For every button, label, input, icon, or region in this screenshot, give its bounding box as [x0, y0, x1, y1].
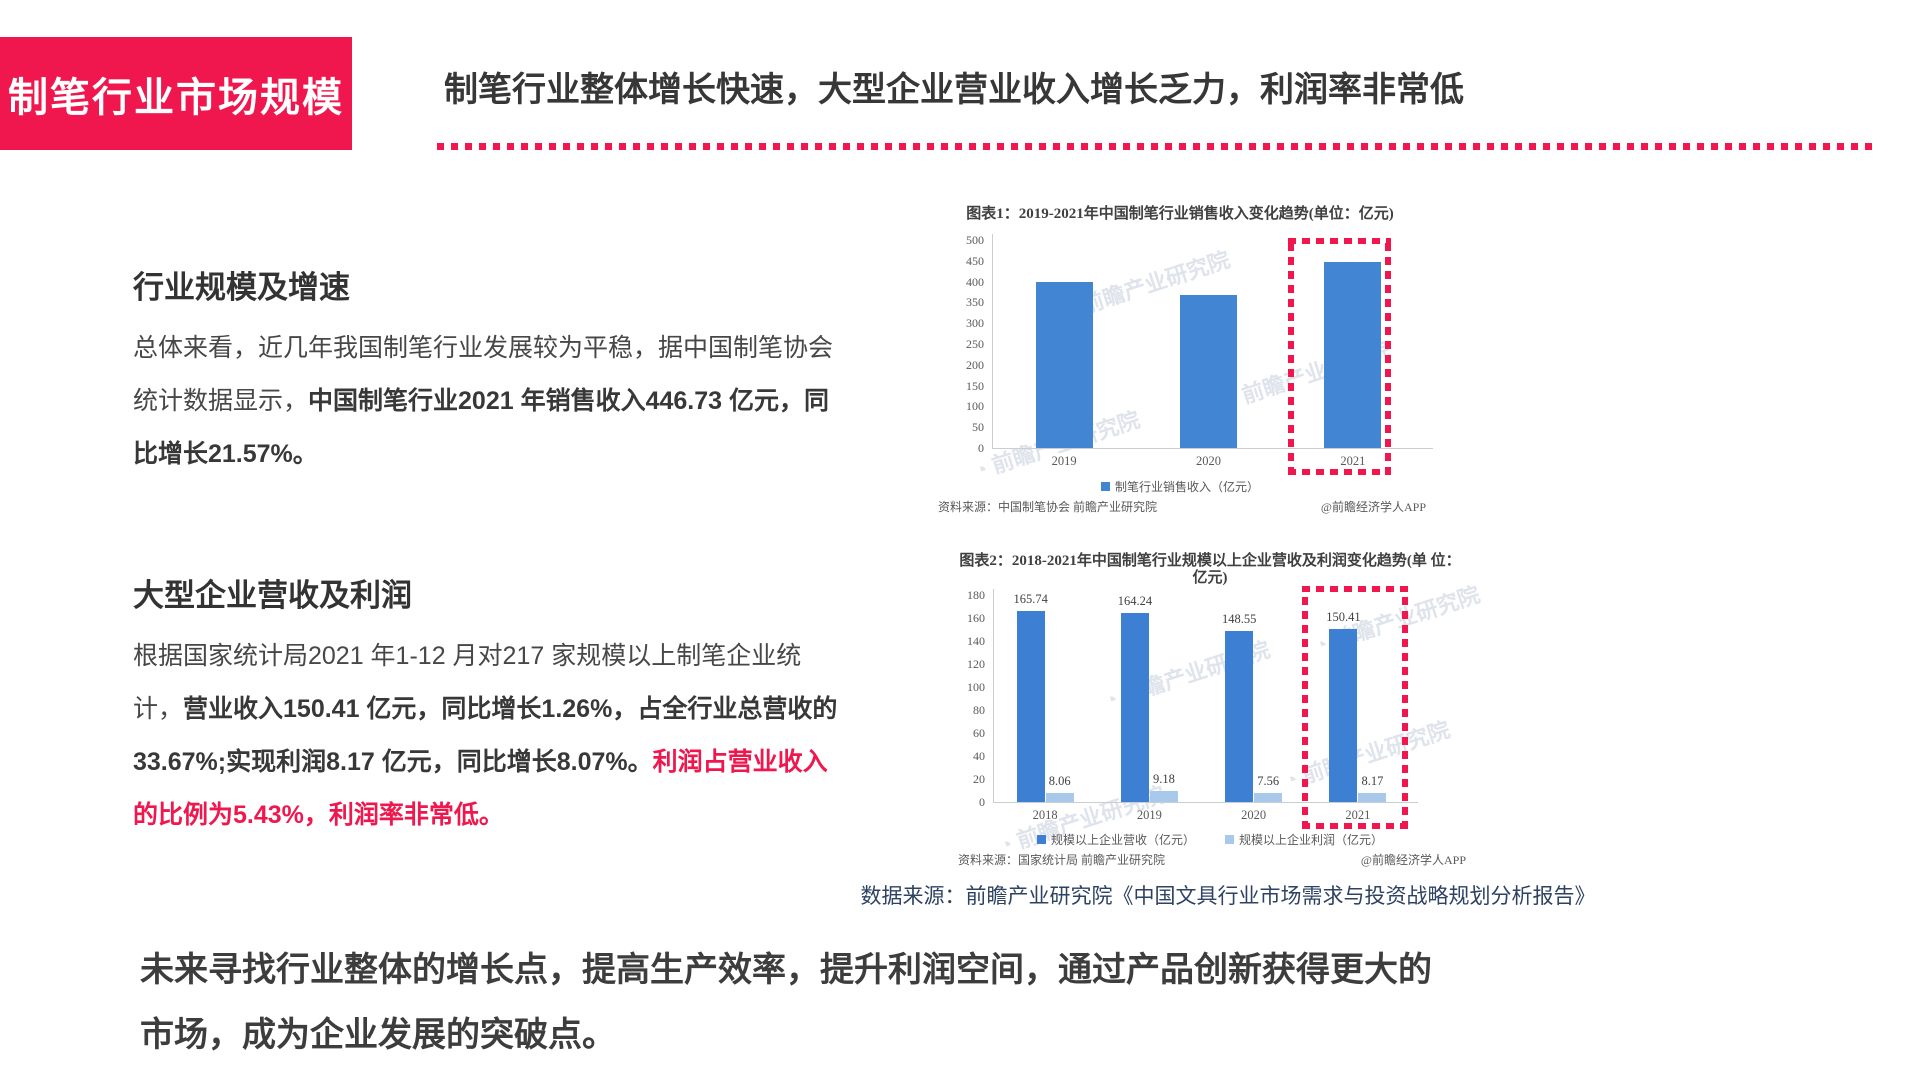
y-axis-line — [993, 589, 994, 802]
conclusion-text: 未来寻找行业整体的增长点，提高生产效率，提升利润空间，通过产品创新获得更大的市场… — [140, 951, 1432, 1054]
value-label: 9.18 — [1152, 772, 1175, 787]
y-tick-label: 450 — [966, 253, 984, 268]
value-label: 7.56 — [1257, 774, 1280, 789]
y-tick-label: 150 — [966, 378, 984, 393]
header-badge-label: 制笔行业市场规模 — [8, 75, 344, 120]
legend-label: 规模以上企业利润（亿元） — [1239, 833, 1384, 847]
legend-item: 制笔行业销售收入（亿元） — [1100, 478, 1259, 495]
chart-source-credit: @前瞻经济学人APP — [1320, 500, 1426, 514]
chart-source-left: 资料来源：国家统计局 前瞻产业研究院 — [958, 853, 1166, 867]
y-tick-label: 40 — [973, 749, 985, 763]
x-axis-label: 2018 — [1032, 808, 1058, 822]
data-source-note: 数据来源：前瞻产业研究院《中国文具行业市场需求与投资战略规划分析报告》 — [860, 885, 1596, 908]
legend-label: 规模以上企业营收（亿元） — [1050, 833, 1195, 847]
value-label: 8.06 — [1048, 773, 1071, 788]
legend-row: 制笔行业销售收入（亿元） — [930, 478, 1430, 495]
y-tick-label: 300 — [966, 316, 984, 331]
x-axis-line — [993, 802, 1418, 803]
chart-title: 亿元) — [1192, 570, 1228, 586]
text-run: 总体来看，近几年我国制笔行业发展较为平稳，据中国制笔协会统计数据显示， — [133, 334, 834, 415]
y-tick-label: 100 — [967, 680, 985, 694]
value-label: 164.24 — [1117, 594, 1153, 609]
y-tick-label: 60 — [973, 726, 985, 740]
bar — [1225, 631, 1254, 802]
y-tick-label: 0 — [979, 795, 985, 809]
section-heading-industry-scale: 行业规模及增速 — [133, 270, 350, 305]
x-axis-label: 2019 — [1051, 454, 1077, 468]
value-label: 148.55 — [1221, 612, 1257, 627]
legend-row: 规模以上企业营收（亿元） 规模以上企业利润（亿元） — [950, 831, 1470, 848]
chart-figure-2-revenue-profit: 图表2：2018-2021年中国制笔行业规模以上企业营收及利润变化趋势(单 位：… — [950, 548, 1483, 878]
legend-swatch-icon — [1100, 482, 1110, 491]
text-run: 根据国家统计局2021 年1-12 月对217 家规模以上制笔企业统计， — [133, 642, 802, 723]
x-axis-label: 2020 — [1241, 808, 1267, 822]
text-run: 营业收入150.41 亿元，同比增长1.26%，占全行业总营收的33.67%;实… — [133, 695, 838, 776]
bar — [1035, 281, 1093, 448]
chart-figure-1-sales-revenue: 图表1：2019-2021年中国制笔行业销售收入变化趋势(单位：亿元) ◔ 前瞻产… — [930, 198, 1433, 523]
text-run: 中国制笔行业2021 年销售收入446.73 亿元，同比增长21.57%。 — [133, 387, 829, 468]
bar — [1120, 613, 1149, 802]
legend-item: 规模以上企业营收（亿元） — [1036, 831, 1195, 848]
y-tick-label: 100 — [966, 399, 984, 414]
y-tick-label: 120 — [967, 657, 985, 671]
y-tick-label: 20 — [973, 772, 985, 786]
legend-label: 制笔行业销售收入（亿元） — [1114, 480, 1259, 494]
y-tick-label: 350 — [966, 295, 984, 310]
bar — [1254, 793, 1283, 802]
y-tick-label: 80 — [973, 703, 985, 717]
y-tick-label: 200 — [966, 357, 984, 372]
x-axis-label: 2020 — [1195, 454, 1221, 468]
page-title: 制笔行业整体增长快速，大型企业营业收入增长乏力，利润率非常低 — [444, 71, 1464, 109]
y-tick-label: 50 — [972, 420, 984, 435]
bar — [1149, 791, 1178, 802]
chart-source-left: 资料来源：中国制笔协会 前瞻产业研究院 — [938, 500, 1158, 514]
bar — [1045, 792, 1074, 802]
legend-swatch-icon — [1036, 835, 1046, 844]
chart-title: 图表2：2018-2021年中国制笔行业规模以上企业营收及利润变化趋势(单 位： — [959, 553, 1461, 569]
y-tick-label: 160 — [967, 611, 985, 625]
chart-title: 图表1：2019-2021年中国制笔行业销售收入变化趋势(单位：亿元) — [966, 206, 1394, 222]
y-tick-label: 500 — [966, 233, 984, 247]
bar — [1016, 611, 1045, 802]
x-axis-line — [992, 448, 1433, 449]
section-heading-enterprise-revenue: 大型企业营收及利润 — [133, 578, 412, 613]
y-tick-label: 400 — [966, 274, 984, 289]
bar — [1180, 294, 1237, 448]
y-tick-label: 180 — [967, 588, 985, 602]
x-axis-label: 2019 — [1136, 808, 1162, 822]
legend-item: 规模以上企业利润（亿元） — [1225, 831, 1383, 848]
highlight-box-2021 — [1302, 586, 1408, 829]
y-axis-line — [992, 234, 993, 448]
legend-swatch-icon — [1225, 835, 1234, 844]
highlight-box-2021 — [1288, 238, 1391, 475]
paragraph-industry-scale: 总体来看，近几年我国制笔行业发展较为平稳，据中国制笔协会统计数据显示，中国制笔行… — [133, 322, 851, 481]
y-tick-label: 250 — [966, 337, 984, 351]
text-run: 利润占营业收入的比例为5.43%，利润率非常低。 — [133, 748, 828, 829]
paragraph-enterprise-revenue: 根据国家统计局2021 年1-12 月对217 家规模以上制笔企业统计，营业收入… — [133, 630, 851, 842]
dotted-divider — [437, 143, 1874, 150]
header-badge: 制笔行业市场规模 — [0, 37, 352, 150]
y-tick-label: 140 — [967, 634, 985, 648]
y-tick-label: 0 — [978, 441, 984, 455]
chart-source-credit: @前瞻经济学人APP — [1360, 853, 1466, 867]
value-label: 165.74 — [1013, 592, 1048, 607]
